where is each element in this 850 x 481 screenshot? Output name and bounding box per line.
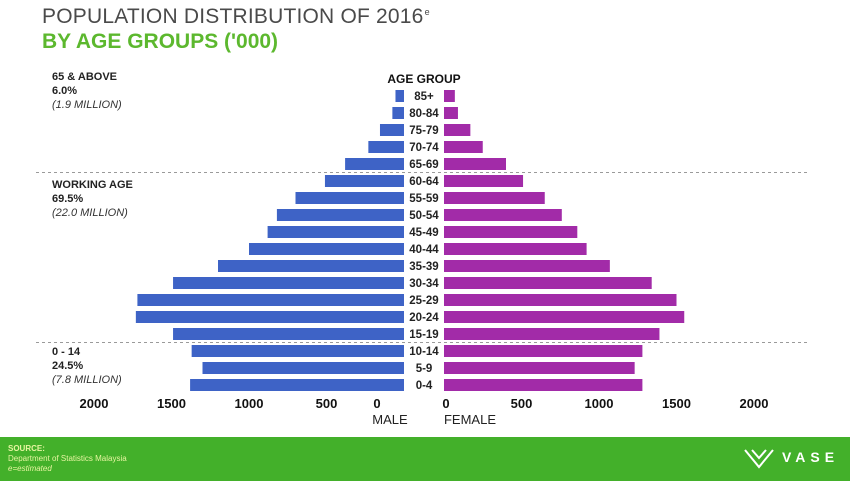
x-tick-label-female: 0 [442,396,449,411]
group-working-percent: 69.5% [52,193,84,205]
male-bar [137,294,404,306]
male-bar [295,192,404,204]
age-group-label: 35-39 [409,261,438,273]
age-group-label: 55-59 [409,193,438,205]
x-axis-label-male: MALE [372,412,408,427]
female-bar [444,294,677,306]
age-group-axis-title: AGE GROUP [387,72,460,86]
male-bar [135,311,404,323]
source-name: Department of Statistics Malaysia [8,454,127,463]
age-group-label: 15-19 [409,329,438,341]
x-tick-label-male: 500 [316,396,338,411]
male-bar [267,226,404,238]
female-bar [444,226,578,238]
male-bar [218,260,404,272]
age-group-label: 0-4 [416,380,433,392]
male-bar [191,345,404,357]
age-group-label: 80-84 [409,108,439,120]
brand-name: VASE [782,449,840,465]
group-label-working: WORKING AGE 69.5% (22.0 MILLION) [52,178,133,220]
male-bar [379,124,404,136]
x-tick-label-male: 1500 [157,396,186,411]
group-children-million: (7.8 MILLION) [52,374,122,386]
male-bar [173,328,404,340]
male-bar [202,362,404,374]
age-group-label: 30-34 [409,278,439,290]
group-elderly-percent: 6.0% [52,85,78,97]
group-working-name: WORKING AGE [52,179,133,191]
chart-title-text: POPULATION DISTRIBUTION OF 2016 [42,5,424,28]
male-bar [345,158,404,170]
group-children-percent: 24.5% [52,360,84,372]
male-bar [173,277,404,289]
female-bar [444,192,545,204]
female-bar [444,90,455,102]
female-bar [444,260,610,272]
age-group-label: 85+ [414,91,434,103]
age-group-label: 25-29 [409,295,438,307]
x-tick-label-female: 500 [511,396,533,411]
female-bar [444,311,685,323]
chart-subtitle: BY AGE GROUPS ('000) [42,30,279,53]
population-pyramid-chart: AGE GROUP 85+ 80-84 75-79 70-74 65-69 60-64 55-… [36,72,808,427]
estimate-note: e=estimated [8,464,52,473]
estimate-superscript: e [424,7,430,17]
group-label-children: 0 - 14 24.5% (7.8 MILLION) [52,345,122,387]
age-group-label: 75-79 [409,125,438,137]
male-bar [392,107,404,119]
female-bar [444,141,483,153]
x-tick-label-female: 1000 [585,396,614,411]
female-bar [444,277,652,289]
male-bar [276,209,404,221]
female-bar [444,158,506,170]
female-bar [444,379,643,391]
male-bar [368,141,404,153]
female-bar [444,243,587,255]
group-label-elderly: 65 & ABOVE 6.0% (1.9 MILLION) [52,70,122,112]
male-bar [249,243,404,255]
group-children-name: 0 - 14 [52,346,81,358]
footer-bar: SOURCE: Department of Statistics Malaysi… [0,437,850,481]
male-bar [395,90,404,102]
female-bar [444,362,635,374]
female-bar [444,209,562,221]
age-group-label: 70-74 [409,142,439,154]
source-label: SOURCE: [8,444,45,453]
group-elderly-million: (1.9 MILLION) [52,99,122,111]
age-group-label: 20-24 [409,312,439,324]
group-elderly-name: 65 & ABOVE [52,71,118,83]
female-bar [444,328,660,340]
age-group-label: 40-44 [409,244,439,256]
female-bar [444,175,524,187]
x-tick-label-female: 2000 [740,396,769,411]
age-group-label: 60-64 [409,176,439,188]
age-group-label: 10-14 [409,346,439,358]
brand-logo-icon [744,449,774,469]
age-group-label: 5-9 [416,363,433,375]
x-tick-label-male: 1000 [235,396,264,411]
x-tick-label-female: 1500 [662,396,691,411]
female-bar [444,124,471,136]
female-bar [444,345,643,357]
brand-logo: VASE [742,446,834,474]
age-group-label: 50-54 [409,210,439,222]
group-working-million: (22.0 MILLION) [52,207,128,219]
age-group-label: 45-49 [409,227,438,239]
chart-title: POPULATION DISTRIBUTION OF 2016e [42,5,430,29]
x-axis-label-female: FEMALE [444,412,496,427]
male-bar [190,379,404,391]
x-tick-label-male: 0 [373,396,380,411]
female-bar [444,107,458,119]
age-group-label: 65-69 [409,159,438,171]
male-bar [324,175,404,187]
x-tick-label-male: 2000 [80,396,109,411]
